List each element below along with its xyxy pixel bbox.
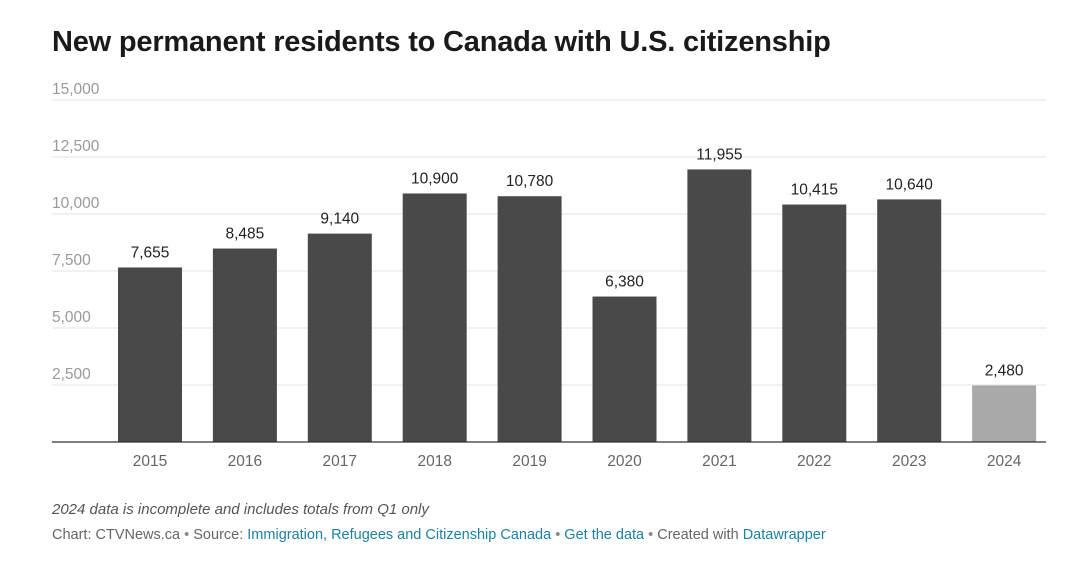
bar-value-label: 2,480 [985, 362, 1024, 379]
chart-note: 2024 data is incomplete and includes tot… [52, 501, 429, 518]
x-tick-label: 2016 [228, 453, 262, 470]
bar-value-label: 8,485 [226, 226, 265, 243]
x-tick-label: 2021 [702, 453, 736, 470]
y-tick-label: 2,500 [52, 366, 91, 383]
footer-chart-credit: Chart: CTVNews.ca [52, 527, 181, 543]
x-tick-label: 2024 [987, 453, 1022, 470]
bar [592, 296, 657, 442]
get-the-data-link[interactable]: Get the data [564, 527, 645, 543]
chart-footer: Chart: CTVNews.ca • Source: Immigration,… [52, 527, 826, 543]
y-tick-label: 7,500 [52, 252, 91, 269]
footer-separator: • [184, 527, 190, 543]
bar-value-label: 7,655 [131, 244, 170, 261]
bar [877, 199, 942, 442]
bar [497, 196, 562, 442]
footer-separator: • [648, 527, 654, 543]
bar-value-label: 10,900 [411, 170, 459, 187]
footer-created-label: Created with [657, 527, 739, 543]
y-tick-label: 5,000 [52, 309, 91, 326]
bar [687, 169, 752, 442]
bar-value-label: 9,140 [320, 211, 359, 228]
bar-value-label: 10,415 [791, 182, 838, 199]
bar-value-label: 11,955 [696, 146, 742, 163]
y-tick-label: 12,500 [52, 138, 100, 155]
bar [307, 233, 372, 442]
bar-value-label: 10,640 [885, 176, 933, 193]
bar [118, 267, 182, 442]
bar-chart: 2,500 5,000 7,500 10,000 12,500 15,000 7,655 20… [52, 81, 1046, 470]
bar-value-label: 6,380 [605, 274, 644, 291]
bar [972, 385, 1037, 442]
bar [212, 248, 277, 442]
bar-value-label: 10,780 [506, 173, 554, 190]
x-tick-label: 2020 [607, 453, 642, 470]
datawrapper-link[interactable]: Datawrapper [742, 527, 826, 543]
x-tick-label: 2023 [892, 453, 926, 470]
x-tick-label: 2019 [512, 453, 546, 470]
bar [782, 204, 847, 442]
chart-title: New permanent residents to Canada with U… [52, 26, 831, 58]
footer-separator: • [555, 527, 561, 543]
x-tick-label: 2022 [797, 453, 831, 470]
source-link[interactable]: Immigration, Refugees and Citizenship Ca… [247, 527, 552, 543]
y-tick-label: 10,000 [52, 195, 100, 212]
bar [402, 193, 467, 442]
x-tick-label: 2018 [417, 453, 451, 470]
x-tick-label: 2015 [133, 453, 167, 470]
y-tick-label: 15,000 [52, 81, 100, 98]
footer-source-label: Source: [193, 527, 244, 543]
x-tick-label: 2017 [323, 453, 357, 470]
